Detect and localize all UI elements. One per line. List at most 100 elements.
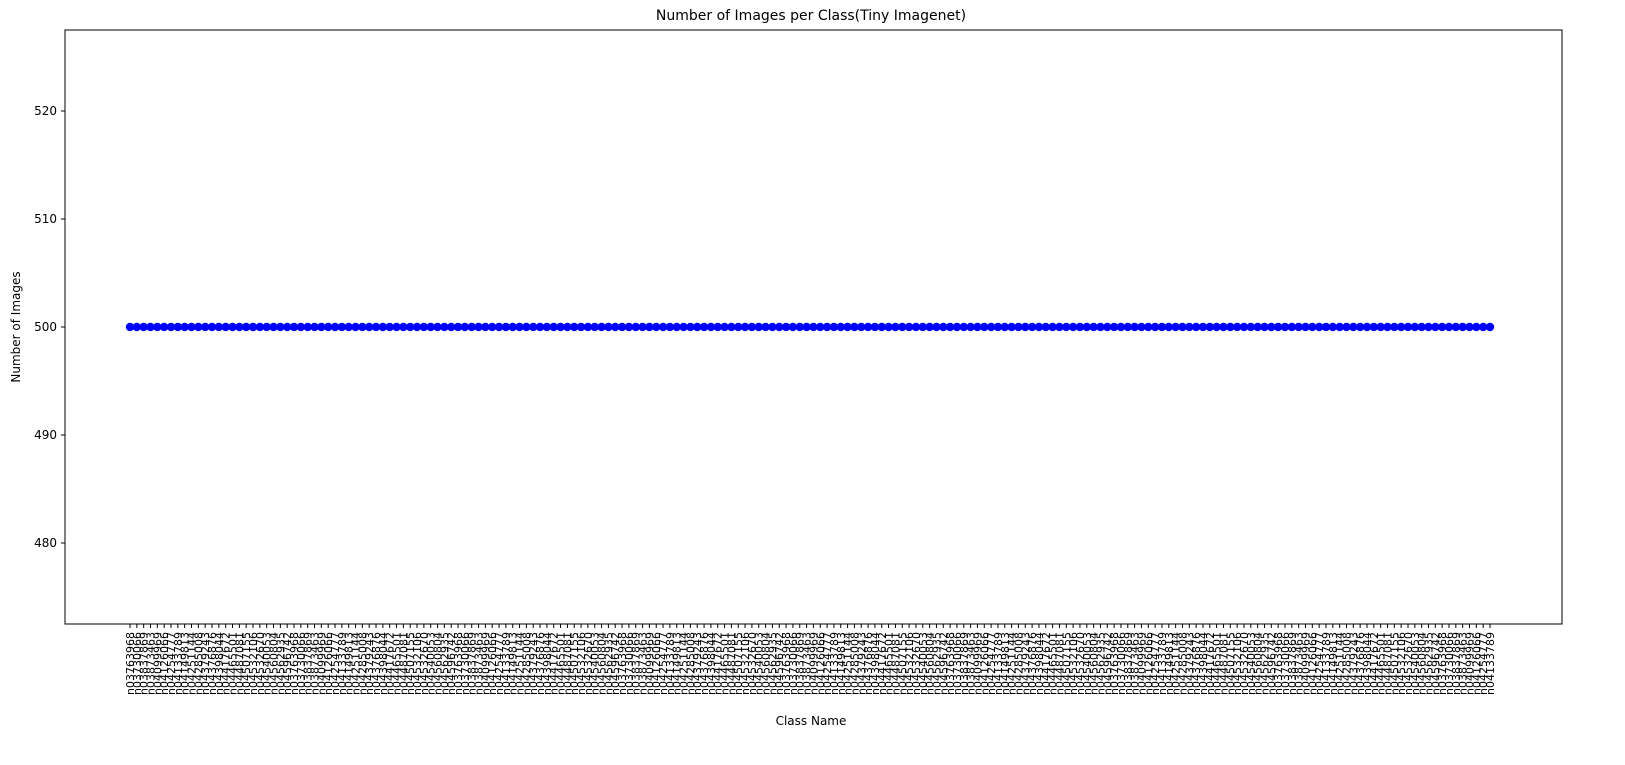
x-tick-label: n04507155: [1224, 632, 1237, 695]
x-tick-label: n04254777: [493, 632, 506, 695]
x-tick-label: n04532106: [739, 632, 752, 695]
data-point: [1041, 322, 1050, 332]
x-tick-label: n04126066: [1142, 632, 1155, 695]
data-point: [276, 322, 285, 332]
x-tick-label: n04398044: [377, 632, 390, 695]
x-tick-label: n04417672: [712, 632, 725, 695]
data-point: [1335, 322, 1344, 332]
data-point: [1171, 322, 1180, 332]
x-tick-label: n04149813: [179, 632, 192, 695]
x-tick-label: n04540053: [1245, 632, 1258, 695]
x-tick-label: n03873463: [965, 632, 978, 695]
data-point: [1342, 322, 1351, 332]
data-point: [932, 322, 941, 332]
data-point: [467, 322, 476, 332]
data-point: [795, 322, 804, 332]
x-tick-label: n04133789: [992, 632, 1005, 695]
x-tick-label: n04251144: [678, 632, 691, 695]
x-tick-label: n04126066: [158, 632, 171, 695]
data-point: [775, 322, 784, 332]
data-point: [1444, 322, 1454, 332]
x-tick-label: n04285008: [1012, 632, 1025, 695]
x-tick-label: n04540053: [1409, 632, 1422, 695]
data-point: [200, 322, 210, 332]
x-tick-label: n04254777: [165, 632, 178, 695]
data-point: [1089, 322, 1098, 332]
x-tick-label: n04285008: [356, 632, 369, 695]
x-axis-ticks: n03763968n03730066n03837869n03873463n040…: [124, 624, 1497, 695]
data-point: [563, 322, 572, 332]
x-tick-label: n04596742: [1101, 632, 1114, 695]
x-tick-label: n04487081: [397, 632, 410, 695]
data-point: [269, 322, 278, 332]
x-tick-label: n04376876: [698, 632, 711, 695]
data-point: [228, 322, 237, 332]
x-tick-label: n03763968: [1108, 632, 1121, 695]
x-tick-label: n03730066: [295, 632, 308, 695]
x-tick-label: n04507155: [1060, 632, 1073, 695]
y-axis-label: Number of Images: [9, 271, 23, 382]
data-point: [173, 322, 183, 332]
x-tick-label: n04133789: [500, 632, 513, 695]
x-tick-label: n04540053: [1081, 632, 1094, 695]
x-tick-label: n03837869: [138, 632, 151, 695]
data-point: [460, 322, 470, 332]
x-tick-label: n04149813: [343, 632, 356, 695]
x-tick-label: n03763968: [616, 632, 629, 695]
x-tick-label: n04532670: [1238, 632, 1251, 695]
x-tick-label: n04254777: [985, 632, 998, 695]
x-tick-label: n03837869: [1286, 632, 1299, 695]
x-tick-label: n04149813: [835, 632, 848, 695]
x-tick-label: n04099969: [807, 632, 820, 695]
x-tick-label: n03763968: [1272, 632, 1285, 695]
x-tick-label: n03873463: [309, 632, 322, 695]
data-point: [358, 322, 367, 332]
x-tick-label: n04560804: [1088, 632, 1101, 695]
data-point: [665, 322, 675, 332]
x-tick-label: n04507155: [896, 632, 909, 695]
x-tick-label: n04398044: [1197, 632, 1210, 695]
data-point: [323, 322, 333, 332]
x-tick-label: n03873463: [637, 632, 650, 695]
x-tick-label: n03873463: [1129, 632, 1142, 695]
data-point: [747, 322, 757, 332]
x-tick-label: n04562935: [1258, 632, 1271, 695]
data-point: [884, 322, 893, 332]
x-tick-label: n04099969: [1135, 632, 1148, 695]
data-point: [713, 322, 722, 332]
x-tick-label: n04417672: [548, 632, 561, 695]
data-point: [911, 322, 921, 332]
data-point: [631, 322, 640, 332]
data-point: [788, 322, 798, 332]
x-tick-label: n03763968: [452, 632, 465, 695]
x-tick-label: n03837869: [466, 632, 479, 695]
data-point: [809, 322, 818, 332]
data-point: [194, 322, 203, 332]
x-tick-label: n03837869: [630, 632, 643, 695]
x-tick-label: n04596742: [609, 632, 622, 695]
x-tick-label: n04596742: [445, 632, 458, 695]
data-point: [1000, 322, 1009, 332]
data-point: [1137, 322, 1146, 332]
data-point: [720, 322, 729, 332]
data-point: [1349, 322, 1358, 332]
data-point: [986, 322, 996, 332]
data-point: [1246, 322, 1256, 332]
x-tick-label: n03730066: [951, 632, 964, 695]
data-point: [973, 322, 982, 332]
data-point: [296, 322, 306, 332]
x-tick-label: n04487081: [1217, 632, 1230, 695]
data-point: [125, 322, 135, 332]
x-tick-label: n04562935: [930, 632, 943, 695]
data-point: [214, 322, 224, 332]
data-point: [877, 322, 886, 332]
x-tick-label: n04540053: [425, 632, 438, 695]
data-point: [1116, 322, 1126, 332]
y-tick-label: 510: [34, 212, 57, 226]
x-tick-label: n04149813: [507, 632, 520, 695]
data-point: [1096, 322, 1105, 332]
data-point: [501, 322, 511, 332]
y-tick-label: 490: [34, 428, 57, 442]
x-tick-label: n03763968: [944, 632, 957, 695]
x-tick-label: n04379243: [363, 632, 376, 695]
